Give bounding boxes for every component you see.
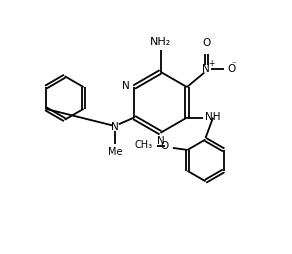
Text: N: N bbox=[122, 81, 130, 91]
Text: Me: Me bbox=[108, 147, 122, 157]
Text: O: O bbox=[160, 140, 168, 151]
Text: O: O bbox=[227, 64, 236, 74]
Text: N: N bbox=[157, 136, 164, 146]
Text: O: O bbox=[202, 38, 211, 49]
Text: CH₃: CH₃ bbox=[135, 140, 153, 150]
Text: +: + bbox=[208, 59, 215, 68]
Text: NH₂: NH₂ bbox=[150, 37, 171, 46]
Text: N: N bbox=[202, 64, 210, 74]
Text: N: N bbox=[111, 122, 119, 132]
Text: NH: NH bbox=[205, 112, 220, 122]
Text: ⁻: ⁻ bbox=[231, 60, 236, 69]
